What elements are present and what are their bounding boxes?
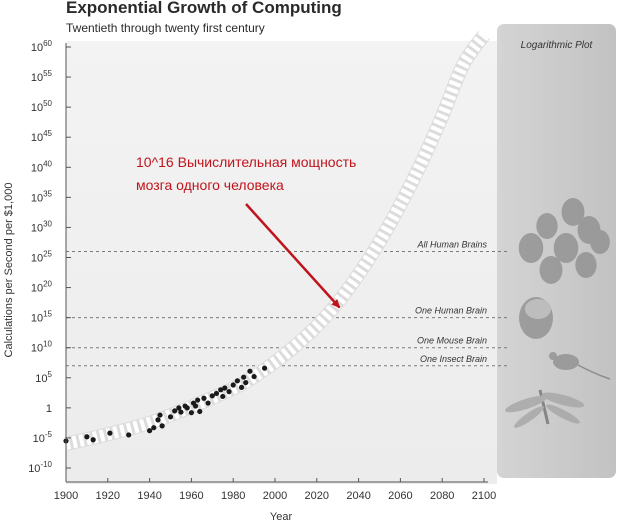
data-point: [213, 390, 220, 397]
data-point: [241, 374, 247, 380]
data-point: [192, 403, 199, 409]
head-silhouette: [590, 230, 610, 254]
data-point: [261, 365, 268, 371]
x-tick-label: 1900: [54, 490, 78, 502]
x-axis-title: Year: [270, 511, 293, 523]
chart-title: Exponential Growth of Computing: [66, 0, 342, 17]
data-point: [230, 382, 236, 388]
x-tick-label: 1920: [96, 490, 120, 502]
y-tick-label: 105: [35, 370, 52, 385]
chart-subtitle: Twentieth through twenty first century: [66, 21, 265, 35]
data-point: [155, 417, 161, 423]
logarithmic-plot-label: Logarithmic Plot: [521, 40, 594, 51]
y-tick-label: 1030: [31, 219, 53, 234]
data-point: [90, 437, 96, 443]
annotation-arrow: [245, 203, 341, 309]
data-point: [222, 385, 228, 391]
head-silhouette: [536, 213, 558, 239]
data-point: [251, 373, 257, 380]
x-tick-label: 2000: [263, 490, 287, 502]
x-tick-label: 2100: [472, 490, 496, 502]
head-silhouette: [561, 198, 585, 226]
data-point: [243, 379, 249, 386]
mouse-tail: [577, 364, 611, 380]
dragonfly-wing: [514, 406, 544, 428]
data-point: [184, 405, 190, 411]
dragonfly-wing: [505, 395, 547, 413]
mouse-head-silhouette: [549, 352, 557, 360]
y-tick-label: 1025: [31, 250, 53, 265]
data-point: [195, 397, 201, 403]
x-tick-label: 1960: [179, 490, 203, 502]
head-silhouette: [553, 233, 579, 263]
dragonfly-wing: [546, 404, 580, 424]
data-point: [197, 408, 203, 415]
data-point: [159, 423, 165, 429]
x-tick-label: 1940: [137, 490, 161, 502]
y-tick-label: 10-10: [28, 460, 52, 475]
y-tick-label: 1: [46, 403, 52, 415]
data-point: [188, 410, 194, 416]
dragonfly-wing: [541, 392, 585, 408]
annotation-line-1: 10^16 Вычислительная мощность: [136, 154, 356, 170]
x-tick-label: 2060: [388, 490, 412, 502]
y-tick-label: 1040: [31, 159, 53, 174]
head-silhouette: [539, 256, 563, 284]
reference-line-label: One Insect Brain: [420, 354, 487, 364]
y-tick-label: 1015: [31, 310, 53, 325]
y-tick-label: 1035: [31, 189, 53, 204]
x-tick-label: 1980: [221, 490, 245, 502]
data-point: [226, 389, 232, 395]
y-tick-label: 1060: [31, 39, 53, 54]
head-silhouette: [575, 252, 597, 278]
y-tick-label: 1010: [31, 340, 53, 355]
data-point: [151, 425, 157, 431]
data-point: [201, 395, 207, 401]
data-point: [167, 414, 174, 420]
data-point: [220, 393, 226, 400]
mouse-silhouette: [553, 354, 579, 370]
y-axis-title: Calculations per Second per $1,000: [3, 183, 15, 358]
data-point: [176, 405, 182, 411]
y-tick-label: 1020: [31, 280, 53, 295]
dragonfly-body: [538, 389, 550, 425]
brain-silhouette: [525, 299, 551, 319]
data-point: [209, 393, 215, 399]
brain-illustrations: [505, 198, 611, 428]
y-tick-label: 1045: [31, 129, 53, 144]
trend-band: [64, 31, 489, 450]
plot-background: [66, 41, 497, 484]
reference-line-label: One Human Brain: [415, 306, 487, 316]
data-point: [247, 368, 253, 374]
data-point: [178, 409, 184, 415]
x-tick-label: 2020: [305, 490, 329, 502]
data-point: [157, 412, 163, 418]
y-tick-label: 1050: [31, 99, 53, 114]
x-tick-label: 2080: [430, 490, 454, 502]
y-tick-label: 10-5: [33, 430, 53, 445]
data-point: [84, 434, 90, 440]
data-point: [147, 428, 153, 434]
data-point: [234, 378, 240, 384]
data-point: [107, 430, 113, 436]
data-point: [172, 408, 178, 414]
data-point: [238, 384, 245, 391]
head-silhouette: [518, 233, 544, 263]
data-point: [205, 400, 211, 406]
data-point: [218, 387, 224, 393]
reference-line-label: One Mouse Brain: [417, 336, 487, 346]
y-tick-label: 1055: [31, 69, 53, 84]
x-tick-label: 2040: [346, 490, 370, 502]
data-point: [126, 432, 132, 438]
annotation-line-2: мозга одного человека: [136, 177, 284, 193]
reference-line-label: All Human Brains: [416, 239, 487, 249]
